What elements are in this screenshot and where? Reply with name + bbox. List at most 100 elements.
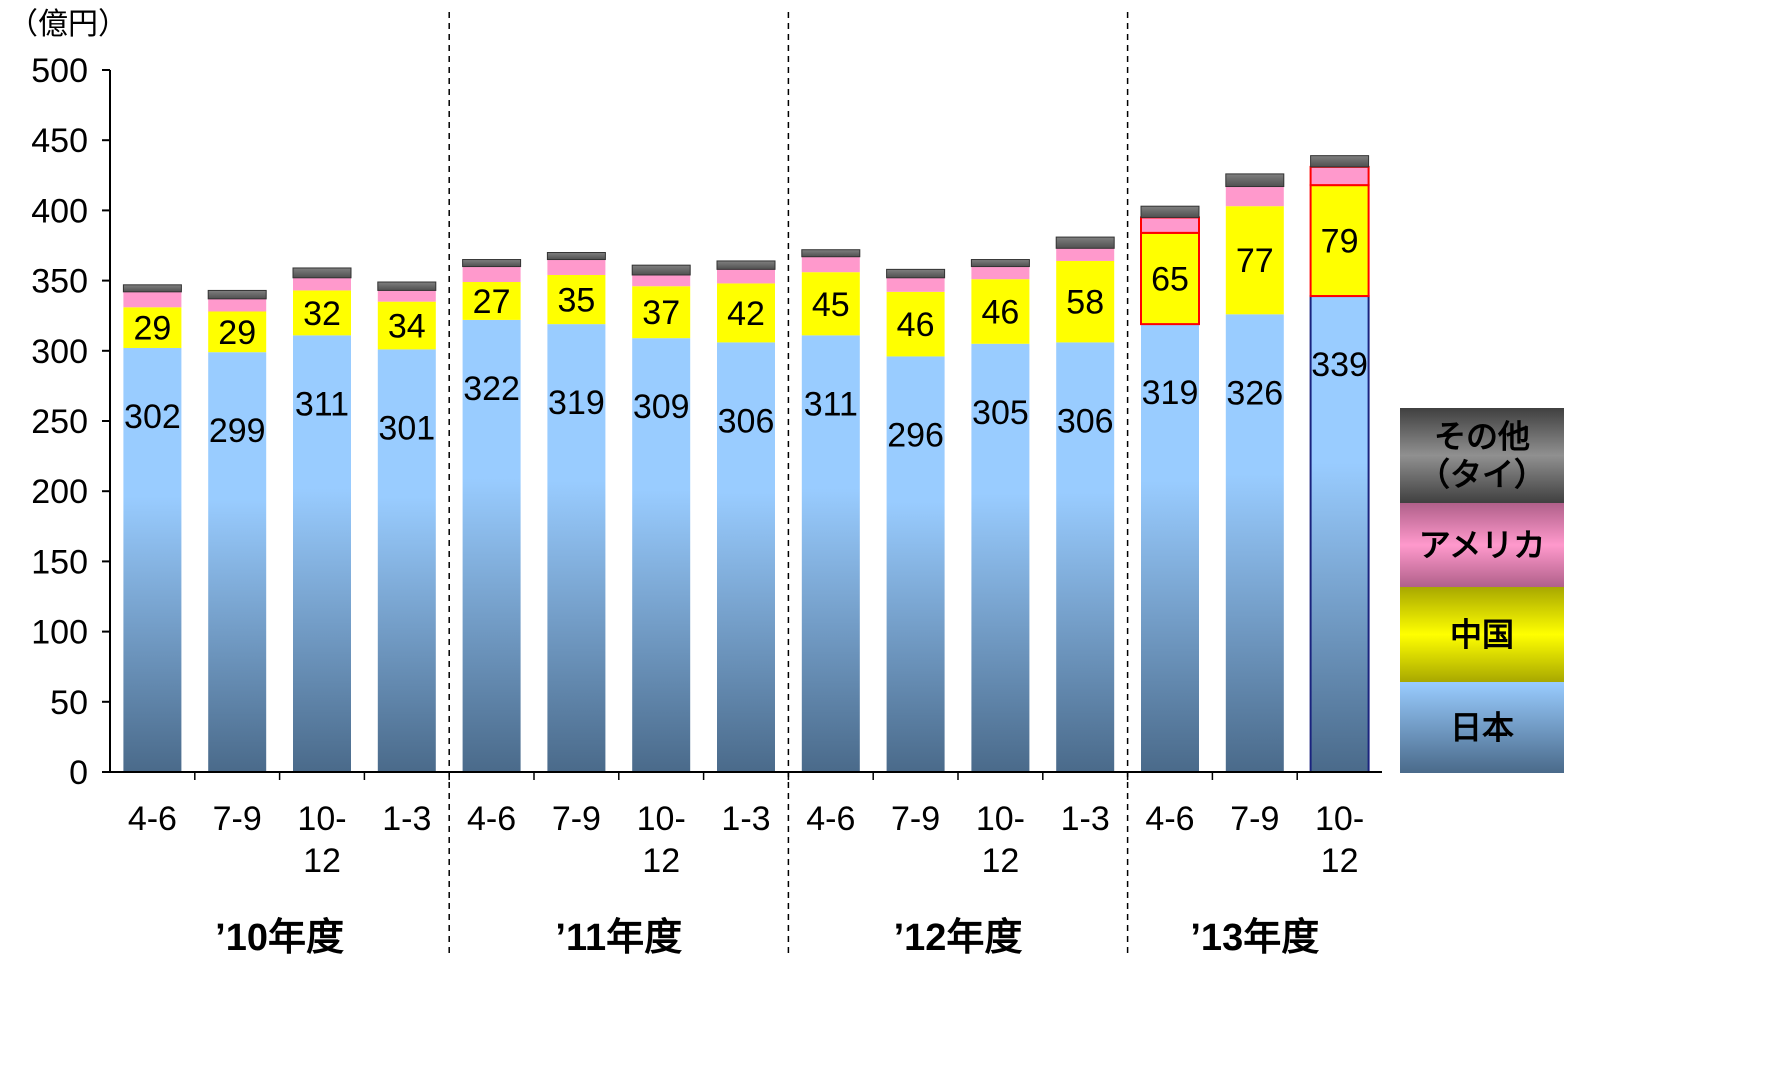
bar-segment-other [462,259,522,268]
bar-segment-usa [123,291,182,308]
data-label-china: 37 [642,294,680,332]
bar-segment-other [546,252,606,261]
bar-segment-other [970,259,1030,268]
fiscal-year-label: ’11年度 [555,917,682,959]
data-label-china: 29 [133,310,171,348]
x-tick-label: 4-6 [806,800,855,838]
data-label-japan: 326 [1226,374,1283,412]
bars [122,155,1370,773]
legend-swatch-china [1400,587,1564,682]
bar-segment-usa [547,259,606,275]
bar-segment-usa [886,277,945,292]
bar-segment-china [1140,231,1200,326]
x-tick-label: 1-3 [1061,800,1110,838]
bar-segment-china [462,282,521,320]
data-label-japan: 311 [804,385,858,423]
bar-segment-china [547,274,606,325]
data-label-china: 79 [1321,223,1359,261]
bar-segment-china [1225,206,1284,315]
bar-segment-japan [971,343,1030,772]
bar-segment-usa [293,277,351,291]
bar-segment-usa [1056,248,1115,261]
y-tick-label: 50 [50,684,88,722]
data-label-japan: 306 [1057,402,1114,440]
fiscal-year-label: ’13年度 [1190,917,1319,959]
bar-segment-usa [1140,216,1200,234]
group-separators [448,12,1129,955]
bar-segment-japan [886,356,945,772]
x-tick-label: 4-6 [128,800,177,838]
bar-segment-japan [208,352,267,772]
fiscal-year-label: ’12年度 [894,917,1023,959]
legend-label-china: 中国 [1450,617,1514,653]
bar-segment-china [886,291,945,357]
bar-segment-china [377,301,436,350]
bar-segment-other [122,284,182,293]
bar-segment-china [801,272,860,336]
x-tick-label: 1-3 [382,800,431,838]
legend-swatch-japan [1400,682,1564,773]
bar-segment-japan [377,349,436,772]
x-tick-label: 12 [1321,842,1359,880]
legend-label-other: （タイ） [1418,457,1546,493]
bar-segment-china [208,311,267,353]
bar-segment-other [1310,155,1370,168]
data-label-china: 42 [727,295,765,333]
y-tick-label: 200 [31,473,88,511]
y-axis-unit: （億円） [8,8,128,41]
bar-segment-china [293,290,351,336]
bar-segment-japan [717,342,775,772]
data-label-china: 29 [218,314,256,352]
bar-segment-japan [547,324,606,772]
x-tick-label: 7-9 [891,800,940,838]
bar-segment-china [123,307,182,348]
data-label-china: 65 [1151,260,1189,298]
y-tick-label: 450 [31,122,88,160]
bar-segment-other [631,264,691,276]
x-tick-label: 1-3 [721,800,770,838]
bar-segment-other [801,249,861,258]
bar-segment-japan [462,319,521,772]
x-tick-label: 12 [303,842,341,880]
data-label-japan: 301 [378,409,435,447]
bar-segment-usa [1225,186,1284,207]
x-tick-label: 4-6 [1145,800,1194,838]
legend-label-other: その他 [1434,419,1530,455]
bar-segment-japan [1225,314,1284,772]
bar-segment-japan [293,335,351,772]
data-label-china: 32 [303,295,341,333]
bar-segment-china [632,286,691,339]
axes: 0 50 100 150 200 250 300 350 400 450 500 [31,52,1382,792]
data-label-china: 27 [473,283,511,321]
x-tick-label: 4-6 [467,800,516,838]
legend-label-japan: 日本 [1450,710,1514,746]
y-tick-label: 0 [69,754,88,792]
data-label-japan: 302 [124,398,181,436]
bar-segment-japan [632,338,691,772]
y-tick-label: 100 [31,614,88,652]
x-tick-label: 10- [297,800,346,838]
data-label-japan: 306 [718,402,775,440]
bar-segment-usa [462,266,521,283]
bar-segment-other [207,289,267,300]
y-tick-label: 400 [31,192,88,230]
bar-segment-other [886,268,946,279]
bar-segment-other [716,260,776,270]
legend-swatch-other [1400,408,1564,503]
labels: （億円） 302 29 299 29 311 32 301 34 322 27 319 35 309 37 3… [8,8,1368,959]
data-label-japan: 319 [1142,374,1199,412]
x-tick-label: 12 [981,842,1019,880]
bar-segment-usa [717,269,775,284]
data-label-china: 45 [812,286,850,324]
data-label-japan: 296 [887,416,944,454]
bar-segment-china [971,279,1030,344]
data-label-china: 77 [1236,242,1274,280]
x-tick-label: 7-9 [213,800,262,838]
data-label-china: 34 [388,308,426,346]
bar-segment-japan [1056,342,1115,772]
bar-segment-other [292,267,352,279]
bar-segment-other [1055,236,1115,249]
y-tick-label: 300 [31,333,88,371]
data-label-japan: 299 [209,412,266,450]
